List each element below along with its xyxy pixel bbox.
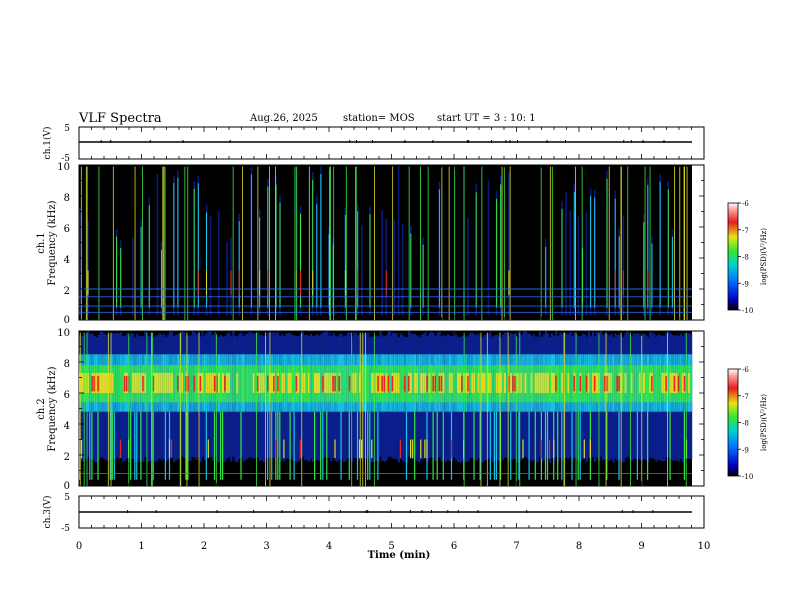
colorbar-tick-label: -6 <box>742 200 749 208</box>
ch2-ytick-10: 10 <box>57 328 70 339</box>
colorbar-label: log(PSD)(V²/Hz) <box>760 394 768 451</box>
ch1-ytick-0: 0 <box>64 315 70 326</box>
ch2-spectrogram-ticks <box>78 330 705 487</box>
ch1-ytick-6: 6 <box>64 224 70 235</box>
ch1-spectrogram-image <box>79 166 688 320</box>
ch1-spectrogram-ticks <box>78 164 705 321</box>
ch1-waveform-ticks <box>78 127 705 159</box>
ch3-wave-ytick-bottom: -5 <box>61 524 70 534</box>
ch1-ytick-4: 4 <box>64 255 70 266</box>
chart-date: Aug.26, 2025 <box>250 113 318 124</box>
x-tick-label: 1 <box>138 541 144 552</box>
colorbar-tick-label: -7 <box>742 227 749 235</box>
colorbar-tick-label: -9 <box>742 446 749 454</box>
ch2-ytick-2: 2 <box>64 452 70 463</box>
colorbar-tick-label: -8 <box>742 420 749 428</box>
ch1-wave-ytick-bottom: -5 <box>61 154 70 164</box>
x-tick-label: 3 <box>263 541 269 552</box>
x-tick-label: 7 <box>513 541 519 552</box>
chart-title: VLF Spectra <box>79 111 162 126</box>
ch2-spectrogram-ylabel: ch.2Frequency (kHz) <box>36 366 58 451</box>
x-axis: 0 1 2 3 4 5 6 7 8 9 10 Time (min) <box>76 541 711 561</box>
colorbar-label: log(PSD)(V²/Hz) <box>760 228 768 285</box>
ch2-spectrogram-image <box>79 331 693 486</box>
ch1-spectrogram-panel: 0 2 4 6 8 10 ch.1Frequency (kHz) <box>36 162 705 326</box>
x-tick-label: 0 <box>76 541 82 552</box>
ch2-ytick-4: 4 <box>64 421 70 432</box>
ch1-ytick-2: 2 <box>64 286 70 297</box>
ch1-wave-ytick-top: 5 <box>64 124 70 134</box>
ch3-wave-ytick-top: 5 <box>64 493 70 503</box>
ch2-colorbar: -6 -7 -8 -9 -10 log(PSD)(V²/Hz) <box>727 366 768 481</box>
x-tick-label: 2 <box>201 541 207 552</box>
x-tick-label: 8 <box>576 541 582 552</box>
x-tick-label: 4 <box>326 541 332 552</box>
ch1-hum-lines <box>79 288 692 313</box>
x-axis-label: Time (min) <box>368 550 431 561</box>
ch3-waveform-panel: 5 -5 ch.3(V) <box>42 493 705 534</box>
ch1-ytick-8: 8 <box>64 193 70 204</box>
ch1-colorbar: -6 -7 -8 -9 -10 log(PSD)(V²/Hz) <box>727 200 768 315</box>
x-tick-label: 9 <box>638 541 644 552</box>
x-tick-label: 10 <box>698 541 711 552</box>
ch3-wave-ylabel: ch.3(V) <box>42 496 53 529</box>
ch2-ytick-0: 0 <box>64 481 70 492</box>
x-tick-label: 6 <box>451 541 457 552</box>
ch1-waveform-panel: 5 -5 ch.1(V) <box>42 124 705 164</box>
colorbar-tick-label: -6 <box>742 366 749 374</box>
ch1-wave-ylabel: ch.1(V) <box>42 127 53 160</box>
ch2-spectrogram-panel: 0 2 4 6 8 10 ch.2Frequency (kHz) <box>36 328 705 492</box>
ch1-waveform-spikes <box>100 140 665 143</box>
colorbar-tick-label: -7 <box>742 393 749 401</box>
colorbar-tick-label: -9 <box>742 280 749 288</box>
ch2-ytick-6: 6 <box>64 390 70 401</box>
x-tick-label: 5 <box>388 541 394 552</box>
colorbar-tick-label: -10 <box>742 473 753 481</box>
chart-station: station= MOS <box>343 113 415 124</box>
ch3-waveform-spikes <box>127 510 654 513</box>
ch2-ytick-8: 8 <box>64 359 70 370</box>
colorbar-tick-label: -8 <box>742 254 749 262</box>
ch1-ytick-10: 10 <box>57 162 70 173</box>
chart-start-ut: start UT = 3 : 10: 1 <box>437 113 536 124</box>
ch3-waveform-ticks <box>78 496 705 528</box>
colorbar-tick-label: -10 <box>742 307 753 315</box>
ch1-spectrogram-ylabel: ch.1Frequency (kHz) <box>36 200 58 285</box>
